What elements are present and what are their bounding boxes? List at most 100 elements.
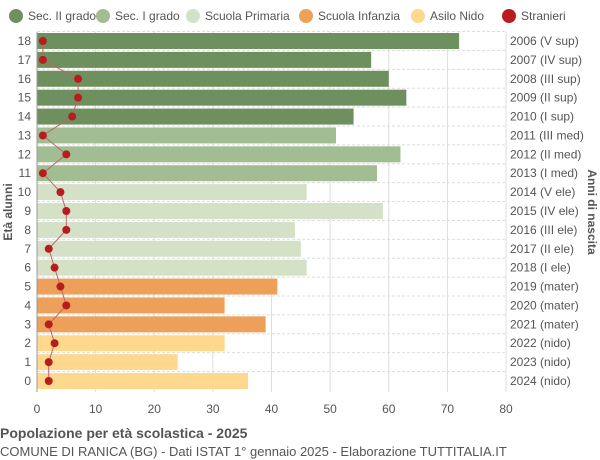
bar-age-0: [37, 373, 249, 389]
stranieri-point: [62, 301, 71, 310]
stranieri-point: [62, 207, 71, 215]
y-tick-label: 16: [18, 72, 32, 86]
bar-age-14: [37, 108, 354, 125]
legend-label: Scuola Primaria: [205, 9, 290, 23]
y-tick-label: 4: [24, 298, 31, 312]
birth-year-label: 2007 (IV sup): [510, 53, 582, 67]
stranieri-point: [56, 188, 65, 197]
bar-age-11: [37, 165, 378, 182]
x-tick-label: 60: [382, 402, 396, 416]
legend-label: Asilo Nido: [430, 9, 484, 23]
stranieri-point: [44, 320, 53, 329]
y-tick-label: 9: [24, 204, 31, 218]
bar-age-12: [37, 146, 401, 163]
y-tick-label: 14: [18, 110, 32, 124]
x-tick-label: 20: [148, 402, 162, 416]
bar-age-17: [37, 51, 372, 68]
stranieri-point: [44, 358, 53, 367]
bar-age-2: [37, 335, 225, 352]
y-tick-label: 1: [24, 355, 31, 369]
birth-year-label: 2012 (II med): [510, 147, 581, 161]
x-tick-label: 80: [499, 402, 513, 416]
birth-year-label: 2006 (V sup): [510, 34, 579, 48]
bar-age-10: [37, 184, 307, 201]
x-tick-label: 70: [441, 402, 455, 416]
legend-marker: [96, 9, 110, 23]
bar-age-13: [37, 127, 336, 144]
birth-year-label: 2024 (nido): [510, 374, 571, 388]
y-tick-label: 6: [24, 261, 31, 275]
y-tick-label: 8: [24, 223, 31, 237]
y-tick-label: 5: [24, 280, 31, 294]
legend-marker: [411, 9, 425, 23]
stranieri-point: [50, 263, 59, 272]
birth-year-label: 2016 (III ele): [510, 223, 577, 237]
bar-age-1: [37, 354, 178, 371]
bar-age-15: [37, 89, 407, 106]
bar-age-8: [37, 221, 295, 238]
birth-year-label: 2009 (II sup): [510, 91, 577, 105]
birth-year-label: 2008 (III sup): [510, 72, 581, 86]
stranieri-point: [56, 282, 65, 291]
y-tick-label: 11: [19, 166, 32, 180]
legend-marker: [186, 9, 200, 23]
x-tick-label: 40: [265, 402, 279, 416]
stranieri-point: [62, 150, 71, 159]
chart-subtitle: COMUNE DI RANICA (BG) - Dati ISTAT 1° ge…: [0, 444, 507, 459]
legend-label: Stranieri: [521, 9, 566, 23]
stranieri-point: [62, 225, 71, 234]
y-axis-title: Età alunni: [1, 183, 15, 240]
stranieri-point: [68, 112, 77, 121]
bar-age-3: [37, 316, 266, 333]
legend-label: Sec. II grado: [28, 9, 96, 23]
legend-marker: [299, 9, 313, 23]
bar-age-6: [37, 259, 307, 276]
bar-age-7: [37, 240, 301, 257]
y-axis-title-right: Anni di nascita: [585, 169, 599, 255]
birth-year-label: 2017 (II ele): [510, 242, 574, 256]
legend-label: Scuola Infanzia: [318, 9, 400, 23]
bar-age-16: [37, 70, 389, 87]
y-tick-label: 7: [24, 242, 31, 256]
y-tick-label: 15: [18, 91, 32, 105]
bar-age-18: [37, 33, 460, 49]
birth-year-label: 2019 (mater): [510, 280, 579, 294]
y-tick-label: 13: [18, 128, 32, 142]
birth-year-label: 2011 (III med): [510, 128, 584, 142]
chart-title: Popolazione per età scolastica - 2025: [0, 425, 248, 441]
y-tick-label: 12: [18, 147, 32, 161]
birth-year-label: 2015 (IV ele): [510, 204, 579, 218]
stranieri-point: [74, 74, 83, 83]
y-tick-label: 0: [24, 374, 31, 388]
y-tick-label: 18: [18, 34, 32, 48]
stranieri-point: [44, 377, 53, 385]
y-tick-label: 10: [18, 185, 32, 199]
birth-year-label: 2013 (I med): [510, 166, 578, 180]
stranieri-point: [38, 169, 47, 178]
legend-marker: [502, 9, 516, 23]
stranieri-point: [38, 131, 47, 140]
legend-label: Sec. I grado: [115, 9, 180, 23]
stranieri-point: [50, 339, 59, 348]
legend-marker: [9, 9, 23, 23]
x-tick-label: 0: [34, 402, 41, 416]
birth-year-label: 2020 (mater): [510, 298, 579, 312]
y-tick-label: 2: [24, 336, 31, 350]
birth-year-label: 2010 (I sup): [510, 110, 574, 124]
x-tick-label: 30: [206, 402, 220, 416]
birth-year-label: 2018 (I ele): [510, 261, 571, 275]
birth-year-label: 2022 (nido): [510, 336, 571, 350]
y-tick-label: 17: [18, 53, 32, 67]
y-tick-label: 3: [24, 317, 31, 331]
x-tick-label: 50: [323, 402, 337, 416]
bar-age-9: [37, 203, 383, 219]
stranieri-point: [38, 37, 47, 45]
bar-age-4: [37, 297, 225, 314]
stranieri-point: [38, 55, 47, 64]
stranieri-point: [44, 244, 53, 253]
bar-age-5: [37, 278, 278, 295]
x-tick-label: 10: [89, 402, 103, 416]
birth-year-label: 2023 (nido): [510, 355, 571, 369]
bar-chart: Sec. II grado Sec. I grado Scuola Primaria…: [1, 9, 599, 416]
